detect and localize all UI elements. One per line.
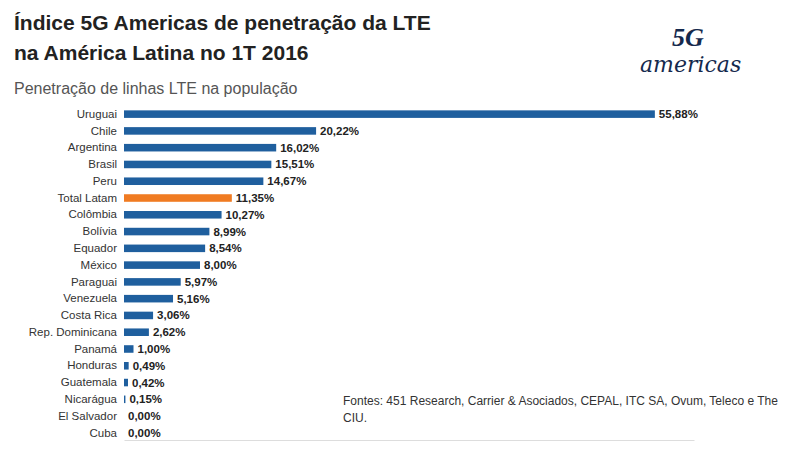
category-label: Bolívia xyxy=(82,225,117,237)
data-label: 8,99% xyxy=(213,226,246,238)
bar xyxy=(124,278,181,286)
category-tick: Peru xyxy=(93,175,124,187)
data-label: 0,42% xyxy=(132,377,165,389)
data-label: 0,00% xyxy=(128,427,161,439)
category-tick: Equador xyxy=(74,242,124,254)
data-label: 8,54% xyxy=(209,242,242,254)
data-label: 0,49% xyxy=(133,360,166,372)
data-labels: 55,88% 20,22%16,02% 15,51% 14,67% 11,35% 10,2… xyxy=(128,108,698,439)
category-tick: Cuba xyxy=(90,427,125,439)
category-label: Brasil xyxy=(88,158,117,170)
bar xyxy=(124,261,200,269)
category-label: Venezuela xyxy=(63,292,117,304)
sources-note: Fontes: 451 Research, Carrier & Asociado… xyxy=(343,394,778,425)
data-label: 0,15% xyxy=(129,393,162,405)
category-axis-line xyxy=(124,108,125,441)
category-label: Panamá xyxy=(74,343,117,355)
bar xyxy=(124,211,222,219)
bar xyxy=(124,177,263,185)
category-tick: Honduras xyxy=(67,359,124,371)
bar xyxy=(124,194,232,202)
bar xyxy=(124,312,153,320)
plot: Uruguai Chile Argentina Brasil Peru Total Lat… xyxy=(29,108,698,441)
bar xyxy=(124,396,125,404)
category-label: El Salvador xyxy=(58,410,117,422)
category-label: Costa Rica xyxy=(61,309,118,321)
category-tick: Venezuela xyxy=(63,292,124,304)
data-label: 5,16% xyxy=(177,293,210,305)
category-label: Argentina xyxy=(68,141,118,153)
category-label: Rep. Dominicana xyxy=(29,326,118,338)
bar xyxy=(124,379,128,387)
category-label: Chile xyxy=(91,125,117,137)
category-tick: Guatemala xyxy=(61,376,124,388)
category-axis: Uruguai Chile Argentina Brasil Peru Total Lat… xyxy=(29,108,125,441)
category-label: Peru xyxy=(93,175,117,187)
category-label: Cuba xyxy=(90,427,118,439)
category-tick: Chile xyxy=(91,125,124,137)
category-tick: México xyxy=(81,259,124,271)
category-label: Guatemala xyxy=(61,376,118,388)
data-label: 0,00% xyxy=(128,410,161,422)
category-tick: Rep. Dominicana xyxy=(29,326,124,338)
category-tick: Panamá xyxy=(74,343,124,355)
bar xyxy=(124,245,205,253)
category-tick: Total Latam xyxy=(58,192,124,204)
category-tick: Paraguai xyxy=(71,276,124,288)
logo-text: 5G xyxy=(672,23,704,52)
bar xyxy=(124,362,129,370)
data-label: 16,02% xyxy=(280,142,319,154)
category-label: Colômbia xyxy=(68,208,117,220)
category-label: Total Latam xyxy=(58,192,117,204)
title-line: Índice 5G Americas de penetração da LTE xyxy=(14,11,431,34)
category-tick: Bolívia xyxy=(82,225,124,237)
data-label: 8,00% xyxy=(204,259,237,271)
subtitle: Penetração de linhas LTE na população xyxy=(14,80,298,97)
category-tick: Brasil xyxy=(88,158,124,170)
bar xyxy=(124,295,173,303)
category-label: Uruguai xyxy=(77,108,117,120)
sources-line: CIU. xyxy=(343,411,367,425)
bar xyxy=(124,429,125,437)
data-label: 5,97% xyxy=(185,276,218,288)
bars xyxy=(124,110,655,403)
bar xyxy=(124,110,655,118)
value-axis xyxy=(125,440,695,441)
category-label: Paraguai xyxy=(71,276,117,288)
bar xyxy=(124,127,316,135)
chart: Índice 5G Americas de penetração da LTE n… xyxy=(0,0,800,449)
data-label: 55,88% xyxy=(659,108,698,120)
bar xyxy=(124,345,134,353)
data-label: 10,27% xyxy=(226,209,265,221)
bar xyxy=(124,412,125,420)
category-label: Nicarágua xyxy=(65,393,118,405)
data-label: 11,35% xyxy=(236,192,274,204)
category-label: Equador xyxy=(74,242,118,254)
category-label: Honduras xyxy=(67,359,117,371)
data-label: 15,51% xyxy=(275,158,314,170)
title-line: na América Latina no 1T 2016 xyxy=(14,41,309,64)
category-tick: Uruguai xyxy=(77,108,124,120)
value-axis-line xyxy=(125,440,695,441)
bar xyxy=(124,328,149,336)
bar xyxy=(124,161,271,169)
category-tick: El Salvador xyxy=(58,410,124,422)
category-tick: Colômbia xyxy=(68,208,124,220)
category-tick: Costa Rica xyxy=(61,309,124,321)
data-label: 1,00% xyxy=(138,343,171,355)
sources-line: Fontes: 451 Research, Carrier & Asociado… xyxy=(343,394,778,408)
title: Índice 5G Americas de penetração da LTE n… xyxy=(14,11,431,64)
bar xyxy=(124,228,209,236)
category-label: México xyxy=(81,259,117,271)
category-tick: Nicarágua xyxy=(65,393,124,405)
data-label: 20,22% xyxy=(320,125,359,137)
bar xyxy=(124,144,276,152)
data-label: 3,06% xyxy=(157,309,190,321)
category-tick: Argentina xyxy=(68,141,124,153)
data-label: 14,67% xyxy=(267,175,306,187)
data-label: 2,62% xyxy=(153,326,186,338)
logo-text: americas xyxy=(640,52,741,77)
